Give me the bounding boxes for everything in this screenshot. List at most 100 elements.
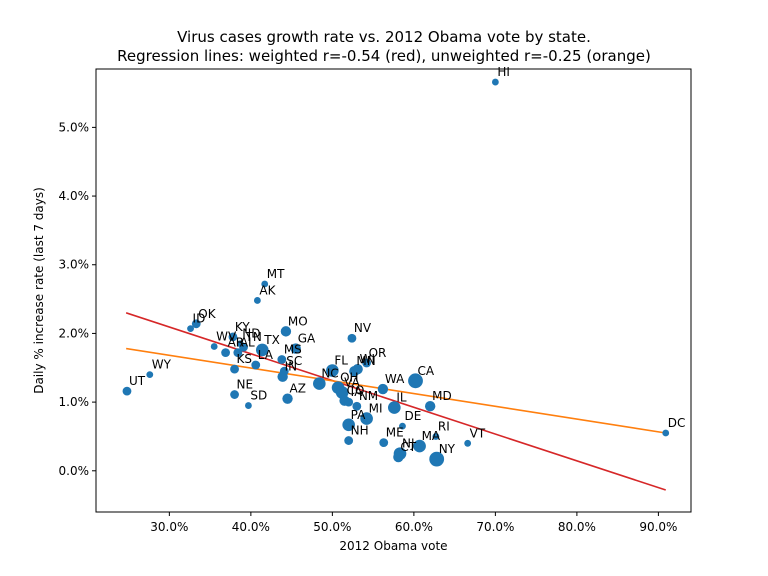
x-tick-label: 30.0% <box>150 520 188 534</box>
point-wv <box>210 343 218 350</box>
state-label-la: LA <box>258 348 274 362</box>
point-nc <box>313 377 326 390</box>
state-label-wi: WI <box>360 352 375 366</box>
point-nm <box>352 401 362 411</box>
chart-subtitle: Regression lines: weighted r=-0.54 (red)… <box>117 47 651 65</box>
x-tick-label: 60.0% <box>395 520 433 534</box>
point-ny <box>429 451 445 467</box>
point-me <box>379 438 389 448</box>
x-tick-label: 80.0% <box>558 520 596 534</box>
data-points <box>122 78 670 467</box>
point-ar <box>221 348 230 358</box>
state-label-al: AL <box>240 336 255 350</box>
point-ms <box>277 355 287 364</box>
state-label-ky: KY <box>235 320 250 334</box>
state-label-ma: MA <box>422 429 441 443</box>
state-label-mt: MT <box>267 267 285 281</box>
x-tick-label: 90.0% <box>639 520 677 534</box>
state-label-nd: ND <box>242 327 260 341</box>
x-tick-label: 50.0% <box>313 520 351 534</box>
point-ri <box>432 433 440 440</box>
y-tick-label: 4.0% <box>59 189 90 203</box>
state-label-ar: AR <box>228 336 245 350</box>
point-nh <box>344 436 354 445</box>
point-az <box>282 393 293 404</box>
state-label-dc: DC <box>668 416 686 430</box>
regression-line-unweighted <box>126 347 666 434</box>
state-label-sc: SC <box>286 354 302 368</box>
state-label-mn: MN <box>356 354 375 368</box>
x-tick-label: 40.0% <box>232 520 270 534</box>
y-tick-label: 0.0% <box>59 464 90 478</box>
state-label-me: ME <box>386 426 404 440</box>
state-label-tn: TN <box>245 330 262 344</box>
state-label-ne: NE <box>237 378 254 392</box>
state-label-ga: GA <box>298 332 316 346</box>
state-label-wv: WV <box>216 329 237 343</box>
state-label-az: AZ <box>290 382 306 396</box>
x-axis: 30.0% 40.0% 50.0% 60.0% 70.0% 80.0% 90.0% <box>150 512 677 534</box>
state-label-nc: NC <box>321 367 338 381</box>
point-ct <box>393 451 404 463</box>
state-label-pa: PA <box>351 408 366 422</box>
point-in <box>277 371 288 382</box>
point-ma <box>413 439 426 453</box>
point-mo <box>280 326 292 337</box>
regression-lines <box>125 312 666 491</box>
state-label-hi: HI <box>497 65 510 79</box>
state-label-ut: UT <box>129 374 146 388</box>
x-axis-label: 2012 Obama vote <box>339 539 447 553</box>
point-il <box>388 401 401 414</box>
point-ga <box>290 343 301 354</box>
state-label-nm: NM <box>359 389 378 403</box>
state-label-fl: FL <box>334 354 348 368</box>
point-id <box>187 325 194 333</box>
y-tick-label: 2.0% <box>59 326 90 340</box>
point-ia <box>344 397 354 407</box>
point-sd <box>245 402 252 409</box>
point-dc <box>662 429 670 437</box>
point-pa <box>342 418 355 432</box>
point-vt <box>464 439 472 447</box>
state-label-ny: NY <box>439 442 456 456</box>
point-md <box>424 401 436 412</box>
state-label-mo: MO <box>288 314 308 328</box>
point-tx <box>255 343 269 357</box>
state-label-ct: CT <box>400 440 416 454</box>
state-label-de: DE <box>404 409 421 423</box>
point-ky <box>228 332 238 342</box>
y-axis: 0.0% 1.0% 2.0% 3.0% 4.0% 5.0% <box>59 120 96 478</box>
state-label-nh: NH <box>351 424 369 438</box>
y-tick-label: 3.0% <box>59 258 90 272</box>
state-label-id: ID <box>193 312 206 326</box>
plot-frame <box>95 68 692 513</box>
point-ne <box>230 390 239 399</box>
state-label-il: IL <box>396 391 407 405</box>
point-mi <box>360 412 373 425</box>
state-label-sd: SD <box>250 389 267 403</box>
x-tick-label: 70.0% <box>476 520 514 534</box>
point-ks <box>230 364 239 374</box>
point-or <box>362 358 372 368</box>
state-label-wy: WY <box>152 358 172 372</box>
state-label-nv: NV <box>354 321 372 335</box>
state-label-wa: WA <box>385 372 405 386</box>
point-ak <box>253 297 261 304</box>
state-label-ia: IA <box>351 385 364 399</box>
point-fl <box>326 364 339 377</box>
point-tn <box>239 342 248 352</box>
state-label-ms: MS <box>284 343 302 357</box>
y-tick-label: 5.0% <box>59 120 90 134</box>
state-label-ca: CA <box>418 364 435 378</box>
point-nv <box>347 333 357 343</box>
point-ut <box>122 386 132 396</box>
chart-title: Virus cases growth rate vs. 2012 Obama v… <box>177 28 591 46</box>
point-ca <box>408 373 423 389</box>
point-ok <box>191 319 201 329</box>
state-label-ak: AK <box>259 283 276 297</box>
state-label-ok: OK <box>198 307 216 321</box>
y-axis-label: Daily % increase rate (last 7 days) <box>32 187 46 394</box>
state-label-va: VA <box>344 375 360 389</box>
point-wa <box>377 383 389 395</box>
state-label-in: IN <box>285 360 298 374</box>
